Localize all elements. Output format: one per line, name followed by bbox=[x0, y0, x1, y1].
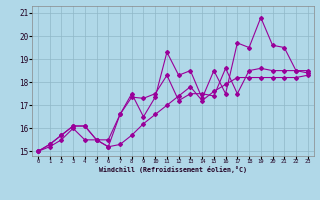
X-axis label: Windchill (Refroidissement éolien,°C): Windchill (Refroidissement éolien,°C) bbox=[99, 166, 247, 173]
